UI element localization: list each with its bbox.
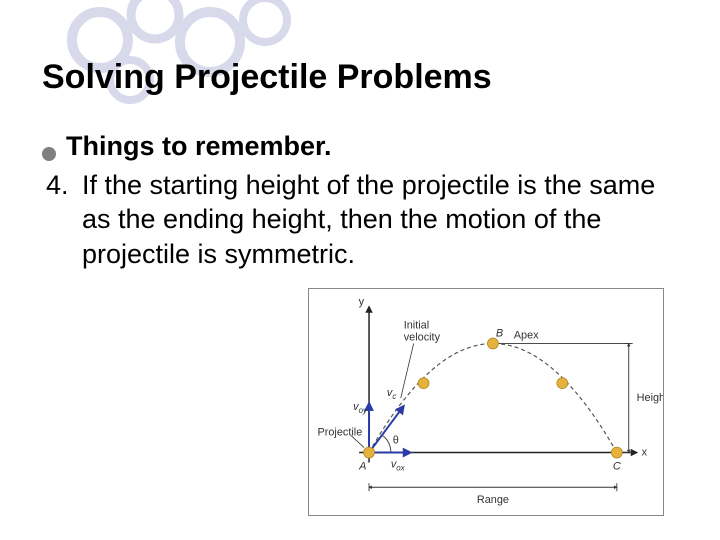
label-b: B — [496, 328, 503, 340]
point-mid2 — [557, 378, 568, 389]
x-axis-label: x — [642, 447, 648, 459]
theta-label: θ — [393, 435, 399, 447]
point-mid1 — [418, 378, 429, 389]
point-c — [611, 447, 622, 458]
label-a: A — [358, 460, 366, 472]
list-item-4: 4. If the starting height of the project… — [42, 168, 678, 272]
point-a — [364, 447, 375, 458]
projectile-label: Projectile — [317, 427, 362, 439]
point-b — [487, 338, 498, 349]
list-text: If the starting height of the projectile… — [82, 168, 678, 272]
label-c: C — [613, 460, 621, 472]
bullet-dot-icon — [42, 147, 56, 161]
vox-label: vox — [391, 458, 406, 472]
trajectory-path — [369, 344, 617, 453]
bullet-things-to-remember: Things to remember. — [42, 130, 678, 164]
initial-velocity-label: Initial velocity — [404, 320, 441, 344]
content-area: Things to remember. 4. If the starting h… — [42, 130, 678, 271]
projectile-diagram: y x Height Range θ voy vox vc Initial ve — [308, 288, 664, 516]
vc-label: vc — [387, 387, 396, 401]
angle-arc — [383, 436, 391, 453]
list-index: 4. — [46, 170, 82, 201]
voy-label: voy — [353, 401, 368, 415]
slide-title: Solving Projectile Problems — [42, 58, 492, 97]
y-axis-label: y — [359, 296, 365, 308]
range-label: Range — [477, 494, 509, 506]
initial-velocity-leader — [401, 344, 414, 399]
height-label: Height — [637, 392, 663, 404]
apex-label: Apex — [514, 330, 539, 342]
bullet-label: Things to remember. — [66, 130, 332, 164]
